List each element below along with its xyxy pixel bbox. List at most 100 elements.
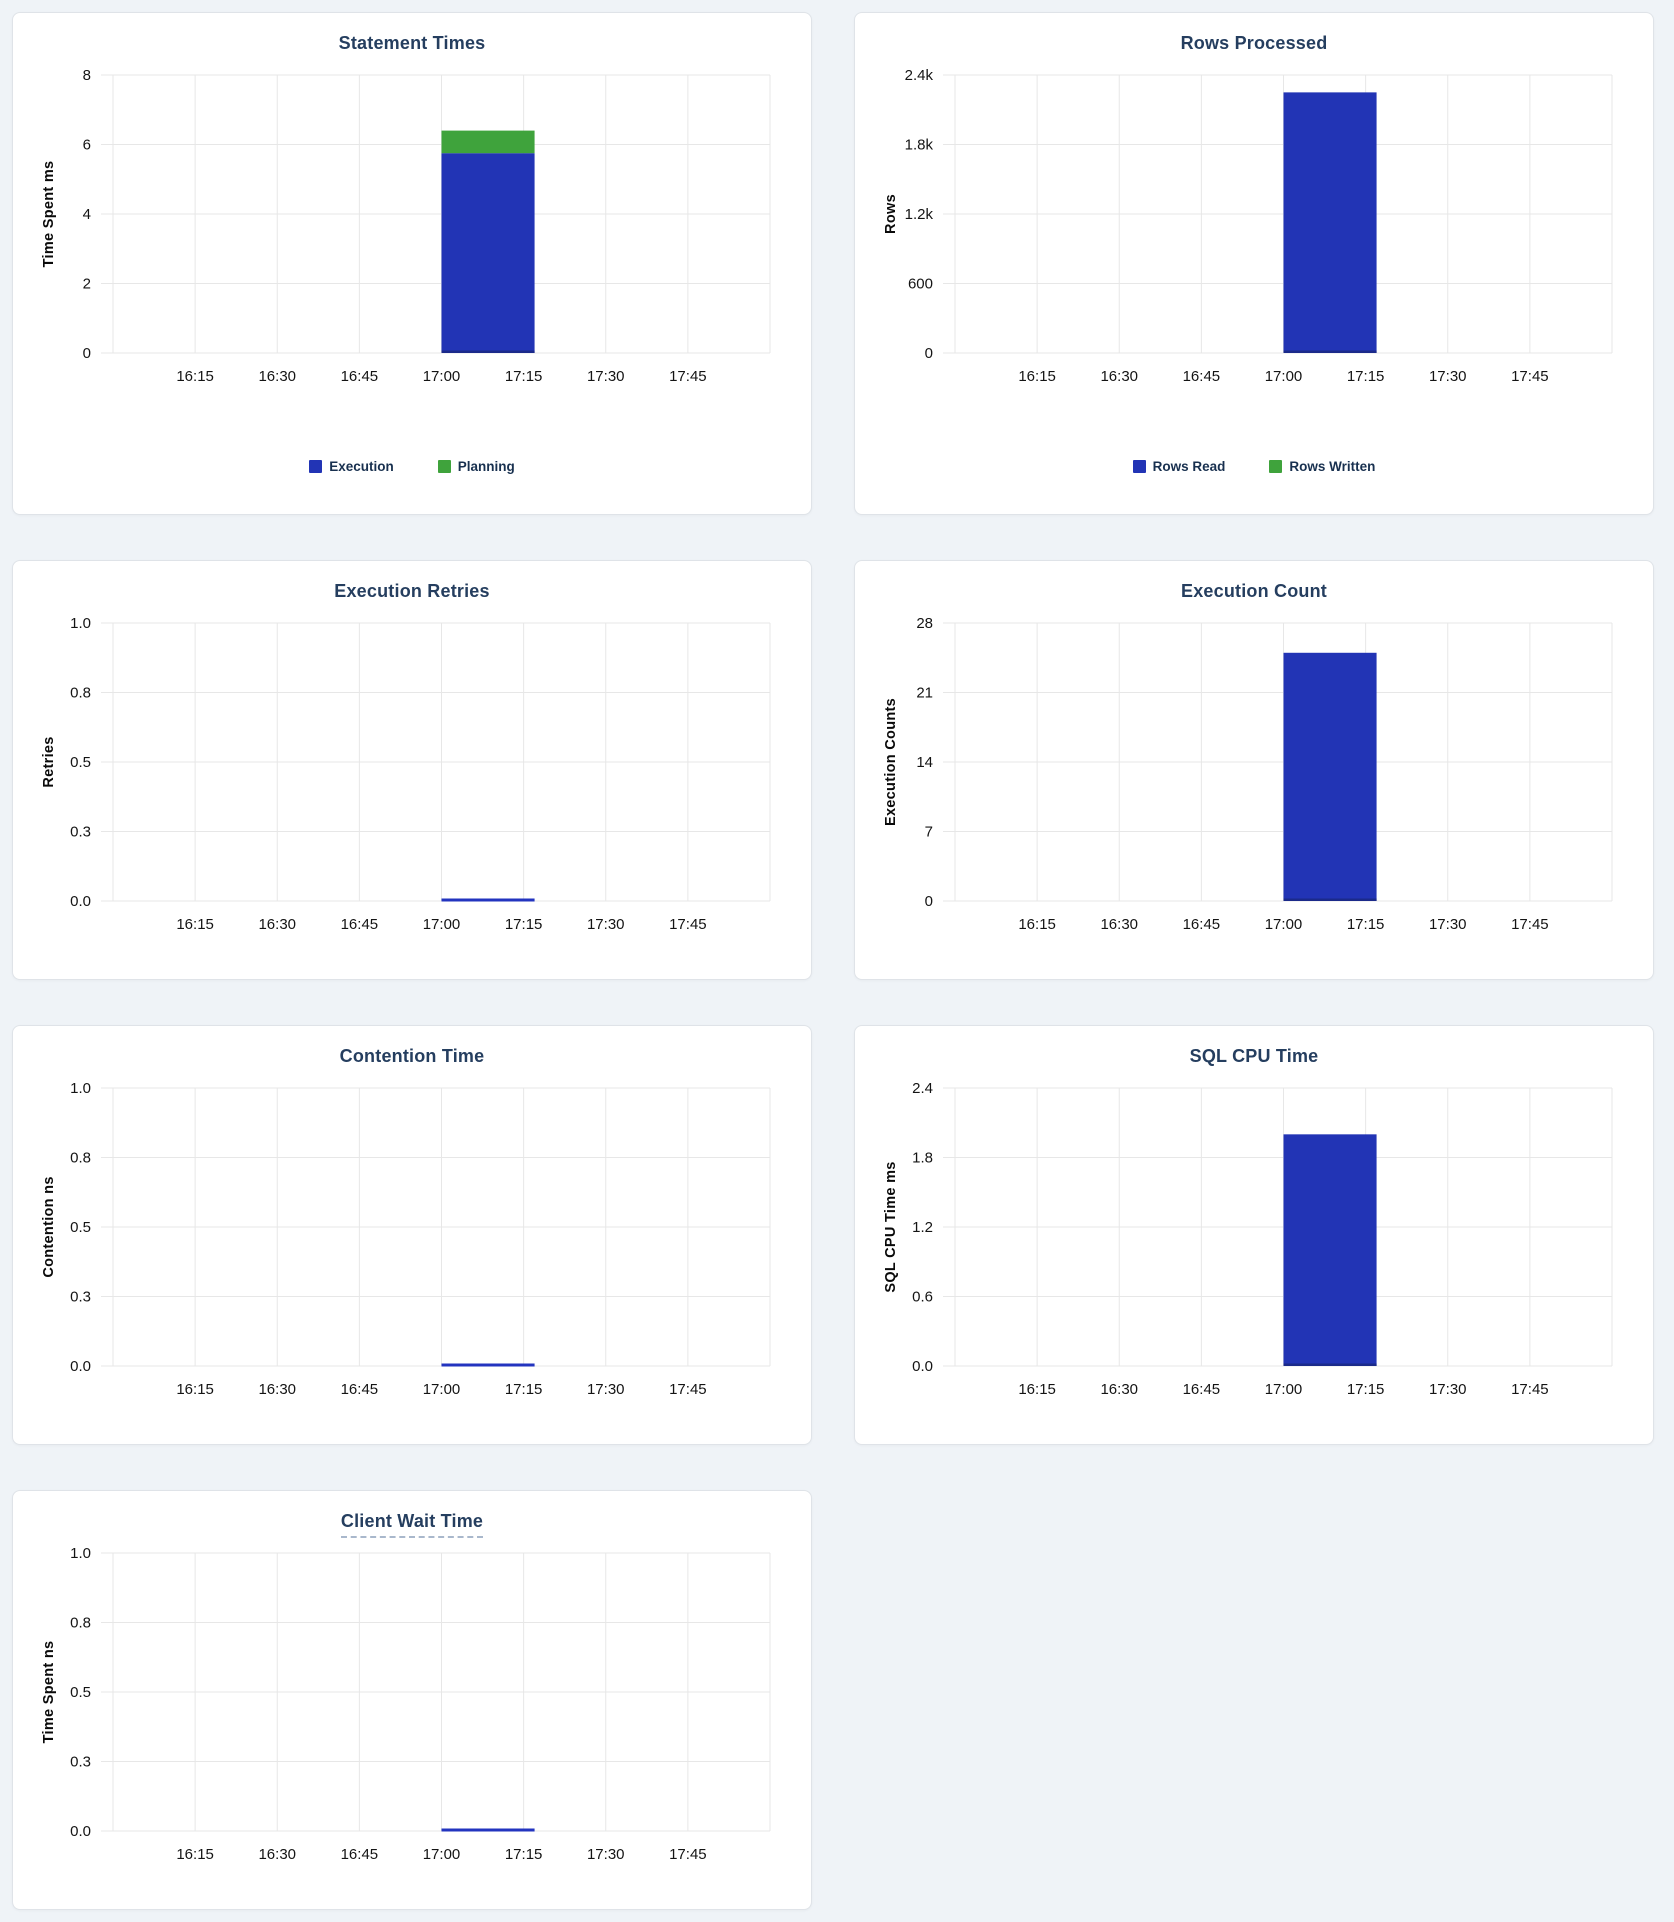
y-axis-label: Contention ns [41,1176,57,1277]
x-tick-label: 17:15 [505,1846,543,1863]
y-tick-label: 21 [916,685,933,702]
y-tick-label: 2.4 [912,1080,933,1097]
legend-label: Rows Read [1152,459,1226,474]
y-tick-label: 0.3 [70,824,91,841]
x-tick-label: 16:45 [1183,368,1221,385]
chart-plot-rows-processed: 2.4k 1.8k 1.2k 600 0 16:15 16:30 16:45 17:00 17:1… [883,67,1613,385]
bar-sql-cpu-time[interactable] [1283,1134,1377,1366]
y-axis-label: SQL CPU Time ms [883,1161,899,1292]
y-tick-label: 0.6 [912,1289,933,1306]
x-tick-label: 16:30 [258,916,296,933]
x-tick-label: 17:30 [587,1381,625,1398]
x-tick-label: 16:45 [1183,916,1221,933]
y-tick-label: 600 [908,276,933,293]
x-tick-label: 16:15 [176,1381,214,1398]
y-tick-label: 0.3 [70,1289,91,1306]
x-tick-label: 17:00 [423,1381,461,1398]
zero-value-line-contention[interactable] [441,1363,535,1367]
y-tick-label: 0.5 [70,1219,91,1236]
y-tick-label: 2.4k [905,67,934,84]
y-tick-label: 1.0 [70,1080,91,1097]
zero-value-line-client-wait[interactable] [441,1828,535,1832]
y-axis-label: Time Spent ns [41,1641,57,1744]
x-tick-label: 16:45 [341,1846,379,1863]
chart-title-text: Statement Times [338,33,486,53]
y-tick-label: 2 [83,276,91,293]
y-tick-label: 1.2k [905,206,934,223]
legend-swatch-rows-read [1132,460,1146,473]
zero-value-line-retries[interactable] [441,898,535,902]
y-tick-label: 1.0 [70,1545,91,1562]
y-tick-label: 0.5 [70,1684,91,1701]
chart-legend-statement-times: Execution Planning [13,459,811,474]
chart-title-execution-retries: Execution Retries [13,561,811,611]
y-axis-label: Time Spent ms [41,161,57,268]
legend-label: Planning [457,459,515,474]
y-axis-label: Execution Counts [883,698,899,826]
legend-item-rows-read[interactable]: Rows Read [1132,459,1226,474]
legend-item-planning[interactable]: Planning [437,459,515,474]
x-tick-label: 17:00 [423,916,461,933]
x-tick-label: 16:15 [176,368,214,385]
y-tick-label: 14 [916,754,933,771]
bar-execution-count[interactable] [1283,652,1377,901]
chart-plot-contention-time: 1.0 0.8 0.5 0.3 0.0 16:15 16:30 16:45 17:00 17:15… [41,1080,771,1398]
x-tick-label: 16:15 [1018,916,1056,933]
x-tick-label: 16:30 [1100,1381,1138,1398]
y-tick-label: 0.8 [70,685,91,702]
y-tick-label: 0 [925,345,933,362]
y-tick-label: 0.0 [70,893,91,910]
chart-title-text: Execution Count [1181,581,1327,601]
y-tick-label: 28 [916,615,933,632]
chart-title-text: Execution Retries [334,581,490,601]
chart-plot-execution-count: 28 21 14 7 0 16:15 16:30 16:45 17:00 17:15 17:30 17… [883,615,1613,933]
y-axis-label: Rows [883,194,899,234]
chart-card-statement-times: Statement Times 8 6 4 2 0 16:15 16:30 16:45 17:00… [12,12,812,515]
x-tick-label: 16:45 [1183,1381,1221,1398]
x-tick-label: 17:45 [1511,916,1549,933]
x-tick-label: 16:15 [176,916,214,933]
chart-plot-execution-retries: 1.0 0.8 0.5 0.3 0.0 16:15 16:30 16:45 17:00 17:15… [41,615,771,933]
y-tick-label: 8 [83,67,91,84]
legend-item-rows-written[interactable]: Rows Written [1269,459,1375,474]
chart-card-execution-count: Execution Count 28 21 14 7 0 16:15 16:30 16:45 17… [854,560,1654,980]
legend-item-execution[interactable]: Execution [309,459,394,474]
y-tick-label: 0.8 [70,1150,91,1167]
chart-title-text: Contention Time [339,1046,485,1066]
chart-title-text-tooltip[interactable]: Client Wait Time [340,1511,484,1538]
bar-baseline-edge [1283,898,1377,901]
x-tick-label: 17:00 [423,1846,461,1863]
chart-title-contention-time: Contention Time [13,1026,811,1076]
x-tick-label: 16:45 [341,368,379,385]
legend-label: Rows Written [1289,459,1376,474]
x-tick-label: 17:15 [1347,916,1385,933]
bar-rows-read[interactable] [1283,92,1377,353]
chart-title-rows-processed: Rows Processed [855,13,1653,63]
x-tick-label: 16:30 [258,1381,296,1398]
x-tick-label: 17:45 [669,368,707,385]
chart-card-sql-cpu-time: SQL CPU Time 2.4 1.8 1.2 0.6 0.0 16:15 16:30 16:… [854,1025,1654,1445]
x-tick-label: 17:00 [1265,368,1303,385]
chart-legend-rows-processed: Rows Read Rows Written [855,459,1653,474]
chart-card-contention-time: Contention Time 1.0 0.8 0.5 0.3 0.0 16:15 16:30… [12,1025,812,1445]
legend-swatch-execution [309,460,323,473]
bar-execution[interactable] [441,153,535,353]
y-tick-label: 0 [925,893,933,910]
x-tick-label: 17:30 [1429,1381,1467,1398]
x-tick-label: 17:30 [1429,916,1467,933]
chart-title-statement-times: Statement Times [13,13,811,63]
x-tick-label: 17:45 [669,1846,707,1863]
y-tick-label: 7 [925,824,933,841]
x-tick-label: 17:45 [1511,368,1549,385]
chart-title-sql-cpu-time: SQL CPU Time [855,1026,1653,1076]
bar-baseline-edge [1283,1363,1377,1366]
bar-baseline-edge [441,350,535,353]
legend-swatch-planning [437,460,451,473]
x-tick-label: 16:30 [258,368,296,385]
bar-planning[interactable] [441,130,535,154]
y-tick-label: 0.8 [70,1615,91,1632]
y-tick-label: 0 [83,345,91,362]
chart-title-execution-count: Execution Count [855,561,1653,611]
y-tick-label: 0.0 [912,1358,933,1375]
